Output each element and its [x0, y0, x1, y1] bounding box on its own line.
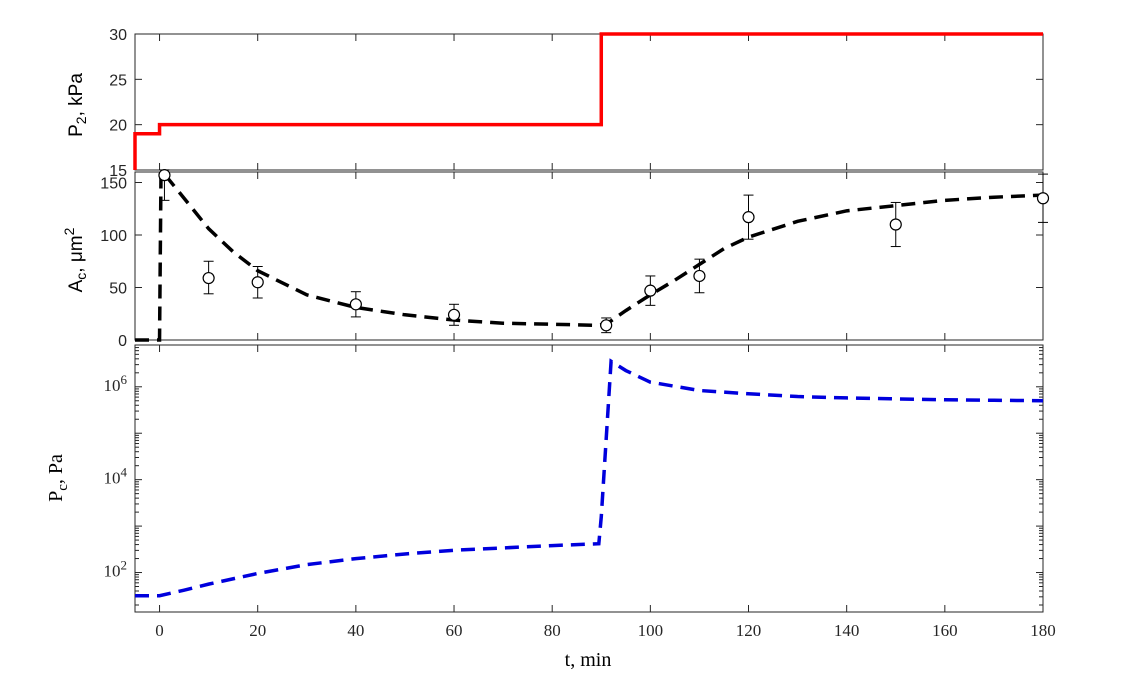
- top-ytick-label: 15: [109, 163, 127, 180]
- ac-data-point: [251, 276, 264, 289]
- pc-curve: [135, 358, 1044, 598]
- bot-ylabel-main: P: [45, 491, 67, 502]
- x-tick-label: 40: [347, 621, 364, 640]
- mid-ytick-label: 150: [100, 176, 127, 193]
- panel-pressure-pc: 0 20 40 60 80 100 120 140 160 180 102 104 106: [104, 344, 1056, 640]
- top-ytick-label: 30: [109, 27, 127, 44]
- ac-data-point: [202, 271, 215, 285]
- ac-data-point: [693, 269, 706, 283]
- panel-area-ac: 0 50 100 150: [100, 168, 1050, 350]
- bot-xlabel: t, min: [565, 649, 612, 671]
- ac-data-point: [1036, 192, 1050, 205]
- ac-data-point: [889, 218, 902, 231]
- top-ylabel-rest: , kPa: [66, 73, 87, 117]
- bot-ytick-label: 104: [104, 464, 128, 488]
- x-tick-label: 100: [638, 621, 664, 640]
- top-ytick-label: 25: [109, 72, 127, 89]
- x-tick-label: 160: [932, 621, 958, 640]
- ac-data-point: [644, 284, 657, 297]
- p2-step-line: [133, 32, 1043, 170]
- x-tick-label: 20: [249, 621, 266, 640]
- mid-ylabel-rest: , μm: [66, 235, 87, 272]
- panel-bot-frame: [134, 344, 1044, 613]
- panel-pressure-p2: 15 20 25 30: [109, 27, 1044, 180]
- bot-ylabel-rest: , Pa: [45, 454, 67, 484]
- x-tick-label: 0: [155, 621, 164, 640]
- mid-ylabel: Ac, μm2: [61, 227, 89, 292]
- top-ylabel-main: P: [66, 124, 87, 137]
- mid-ytick-label: 0: [118, 333, 127, 350]
- ac-data-point: [447, 308, 461, 321]
- mid-ylabel-main: A: [66, 279, 87, 292]
- x-tick-label: 80: [544, 621, 561, 640]
- ac-data-point: [600, 319, 613, 332]
- bot-ylabel: Pc, Pa: [45, 454, 71, 502]
- bot-ylabel-sub: c: [55, 484, 71, 491]
- x-tick-label: 140: [834, 621, 860, 640]
- ac-data-point: [158, 169, 171, 182]
- bot-ytick-label: 106: [104, 371, 128, 395]
- x-tick-label: 180: [1030, 621, 1056, 640]
- bot-ytick-label: 102: [104, 557, 128, 581]
- ac-model-curve: [135, 168, 1044, 342]
- mid-ylabel-sup: 2: [61, 227, 77, 235]
- mid-ytick-label: 100: [100, 228, 127, 245]
- x-tick-label: 120: [736, 621, 762, 640]
- x-tick-label: 60: [446, 621, 463, 640]
- top-ylabel: P2, kPa: [66, 73, 89, 137]
- ac-data-point: [349, 298, 362, 311]
- mid-ytick-label: 50: [109, 281, 127, 298]
- mid-ylabel-sub: c: [73, 273, 89, 280]
- ac-data-point: [742, 211, 755, 224]
- top-ytick-label: 20: [109, 118, 127, 135]
- top-ylabel-sub: 2: [73, 116, 89, 124]
- panel-mid-frame: [134, 171, 1044, 341]
- panel-top-frame: [134, 33, 1044, 171]
